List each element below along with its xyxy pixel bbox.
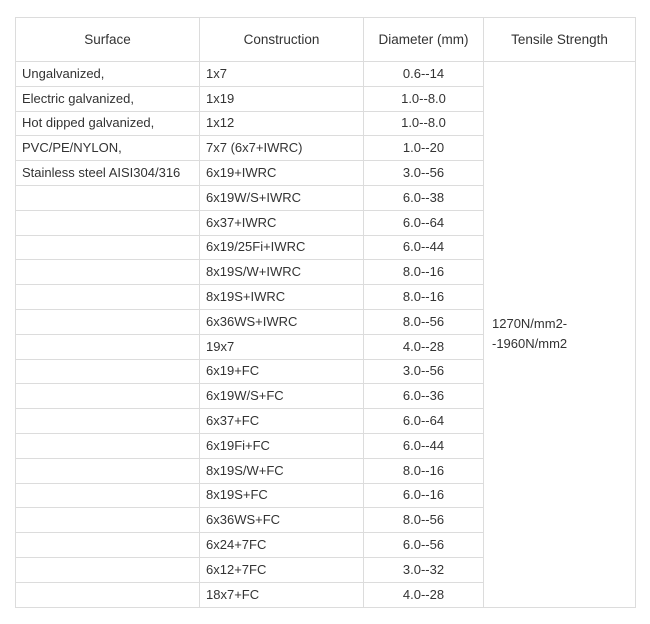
tensile-strength-line: 1270N/mm2- <box>492 316 568 332</box>
table-row: 6x19Fi+FC 6.0--44 <box>15 432 636 459</box>
header-diameter: Diameter (mm) <box>363 17 484 62</box>
diameter-cell: 1.0--8.0 <box>363 110 484 137</box>
header-tensile-strength: Tensile Strength <box>483 17 636 62</box>
header-construction: Construction <box>199 17 364 62</box>
table-row: 6x19W/S+FC 6.0--36 <box>15 383 636 410</box>
surface-cell: Electric galvanized, <box>15 85 200 112</box>
header-surface: Surface <box>15 17 200 62</box>
diameter-cell: 6.0--56 <box>363 532 484 558</box>
table-row: Ungalvanized, 1x7 0.6--14 1270N/mm2- -1960N/… <box>15 61 636 608</box>
surface-cell <box>15 209 200 236</box>
construction-cell: 6x19+FC <box>199 358 364 385</box>
surface-cell <box>15 408 200 434</box>
construction-cell: 8x19S/W+FC <box>199 457 364 484</box>
surface-cell <box>15 581 200 608</box>
construction-cell: 8x19S/W+IWRC <box>199 259 364 286</box>
surface-cell: PVC/PE/NYLON, <box>15 135 200 162</box>
tensile-strength-cell: 1270N/mm2- -1960N/mm2 <box>483 61 636 608</box>
construction-cell: 1x7 <box>199 61 364 87</box>
construction-cell: 6x19+IWRC <box>199 160 364 186</box>
table-row: PVC/PE/NYLON, 7x7 (6x7+IWRC) 1.0--20 <box>15 135 636 162</box>
table-row: 6x12+7FC 3.0--32 <box>15 556 636 583</box>
surface-cell: Ungalvanized, <box>15 61 200 87</box>
surface-cell <box>15 234 200 261</box>
surface-cell: Hot dipped galvanized, <box>15 110 200 137</box>
construction-cell: 6x24+7FC <box>199 532 364 558</box>
construction-cell: 1x19 <box>199 85 364 112</box>
surface-cell <box>15 259 200 286</box>
table-row: 18x7+FC 4.0--28 <box>15 581 636 608</box>
diameter-cell: 6.0--64 <box>363 408 484 434</box>
table-row: 6x19W/S+IWRC 6.0--38 <box>15 184 636 211</box>
tensile-strength-line: -1960N/mm2 <box>492 336 568 352</box>
surface-cell <box>15 482 200 509</box>
construction-cell: 8x19S+IWRC <box>199 284 364 310</box>
construction-cell: 18x7+FC <box>199 581 364 608</box>
table-row: 8x19S/W+FC 8.0--16 <box>15 457 636 484</box>
surface-cell <box>15 457 200 484</box>
surface-cell <box>15 532 200 558</box>
diameter-cell: 4.0--28 <box>363 581 484 608</box>
construction-cell: 6x36WS+FC <box>199 507 364 534</box>
surface-cell <box>15 308 200 335</box>
diameter-cell: 0.6--14 <box>363 61 484 87</box>
construction-cell: 1x12 <box>199 110 364 137</box>
surface-cell <box>15 432 200 459</box>
construction-cell: 6x12+7FC <box>199 556 364 583</box>
diameter-cell: 3.0--32 <box>363 556 484 583</box>
wire-rope-spec-table: Surface Construction Diameter (mm) Tensi… <box>15 17 636 608</box>
surface-cell <box>15 507 200 534</box>
construction-cell: 7x7 (6x7+IWRC) <box>199 135 364 162</box>
table-row: 6x37+FC 6.0--64 <box>15 408 636 434</box>
diameter-cell: 8.0--56 <box>363 308 484 335</box>
diameter-cell: 8.0--16 <box>363 457 484 484</box>
table-row: 6x19/25Fi+IWRC 6.0--44 <box>15 234 636 261</box>
diameter-cell: 6.0--44 <box>363 234 484 261</box>
surface-cell: Stainless steel AISI304/316 <box>15 160 200 186</box>
diameter-cell: 6.0--64 <box>363 209 484 236</box>
diameter-cell: 8.0--16 <box>363 259 484 286</box>
surface-cell <box>15 184 200 211</box>
diameter-cell: 6.0--38 <box>363 184 484 211</box>
construction-cell: 6x19/25Fi+IWRC <box>199 234 364 261</box>
construction-cell: 6x36WS+IWRC <box>199 308 364 335</box>
construction-cell: 8x19S+FC <box>199 482 364 509</box>
diameter-cell: 1.0--8.0 <box>363 85 484 112</box>
diameter-cell: 4.0--28 <box>363 333 484 360</box>
diameter-cell: 6.0--36 <box>363 383 484 410</box>
diameter-cell: 8.0--56 <box>363 507 484 534</box>
table-row: 6x24+7FC 6.0--56 <box>15 532 636 558</box>
table-row: 6x36WS+FC 8.0--56 <box>15 507 636 534</box>
diameter-cell: 1.0--20 <box>363 135 484 162</box>
table-row: 6x37+IWRC 6.0--64 <box>15 209 636 236</box>
construction-cell: 6x19W/S+IWRC <box>199 184 364 211</box>
table-row: Stainless steel AISI304/316 6x19+IWRC 3.0-… <box>15 160 636 186</box>
surface-cell <box>15 556 200 583</box>
diameter-cell: 3.0--56 <box>363 358 484 385</box>
construction-cell: 6x37+FC <box>199 408 364 434</box>
surface-cell <box>15 383 200 410</box>
diameter-cell: 6.0--16 <box>363 482 484 509</box>
table-row: Hot dipped galvanized, 1x12 1.0--8.0 <box>15 110 636 137</box>
diameter-cell: 8.0--16 <box>363 284 484 310</box>
construction-cell: 6x19W/S+FC <box>199 383 364 410</box>
surface-cell <box>15 284 200 310</box>
table-row: Electric galvanized, 1x19 1.0--8.0 <box>15 85 636 112</box>
construction-cell: 6x37+IWRC <box>199 209 364 236</box>
surface-cell <box>15 333 200 360</box>
surface-cell <box>15 358 200 385</box>
diameter-cell: 3.0--56 <box>363 160 484 186</box>
table-row: 8x19S+FC 6.0--16 <box>15 482 636 509</box>
table-row: 8x19S/W+IWRC 8.0--16 <box>15 259 636 286</box>
header-row: Surface Construction Diameter (mm) Tensi… <box>15 17 636 62</box>
construction-cell: 19x7 <box>199 333 364 360</box>
diameter-cell: 6.0--44 <box>363 432 484 459</box>
construction-cell: 6x19Fi+FC <box>199 432 364 459</box>
